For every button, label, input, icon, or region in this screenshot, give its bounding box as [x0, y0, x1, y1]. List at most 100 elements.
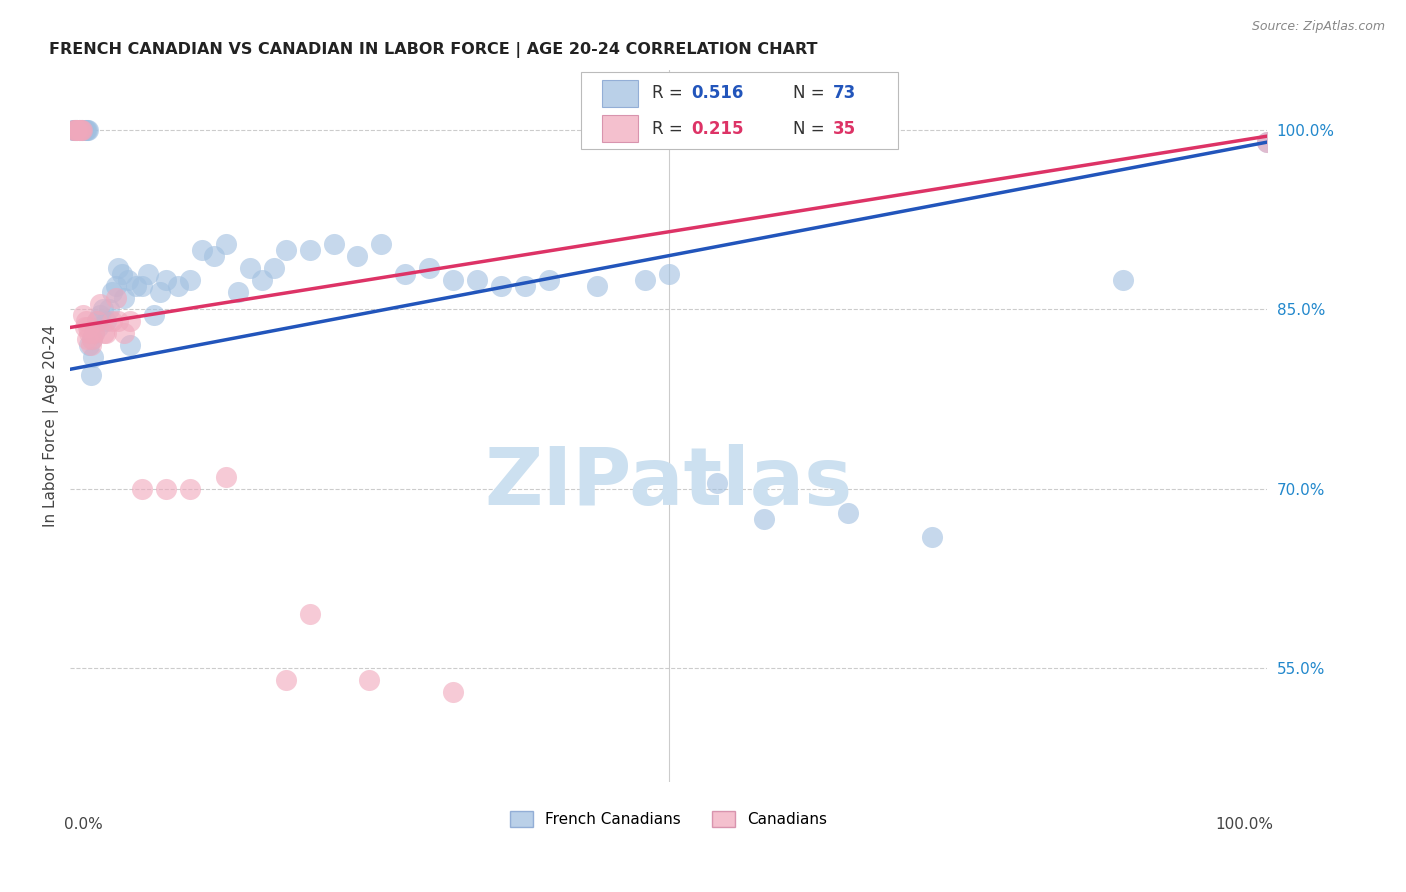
- Point: [89, 309, 111, 323]
- Point: [441, 685, 464, 699]
- Point: [465, 272, 488, 286]
- Point: [274, 243, 297, 257]
- Point: [359, 673, 381, 687]
- Point: [75, 123, 97, 137]
- Point: [77, 123, 100, 137]
- Point: [89, 296, 111, 310]
- Point: [179, 482, 201, 496]
- Point: [155, 482, 177, 496]
- Point: [1256, 135, 1278, 149]
- Point: [65, 123, 87, 137]
- Point: [1256, 135, 1278, 149]
- Point: [111, 267, 134, 281]
- Point: [149, 285, 172, 299]
- Point: [167, 278, 190, 293]
- Point: [120, 314, 142, 328]
- Point: [131, 482, 153, 496]
- Point: [921, 530, 943, 544]
- Point: [754, 511, 776, 525]
- Point: [70, 123, 93, 137]
- Point: [91, 302, 114, 317]
- Text: ZIPatlas: ZIPatlas: [485, 444, 853, 522]
- Point: [67, 123, 90, 137]
- Point: [69, 123, 91, 137]
- Point: [76, 332, 98, 346]
- FancyBboxPatch shape: [581, 72, 898, 149]
- Point: [125, 278, 148, 293]
- Point: [77, 320, 100, 334]
- Text: 0.215: 0.215: [692, 120, 744, 137]
- Point: [70, 123, 93, 137]
- Text: 0.516: 0.516: [692, 84, 744, 103]
- FancyBboxPatch shape: [602, 115, 637, 142]
- Point: [658, 267, 681, 281]
- Point: [298, 607, 321, 622]
- Text: FRENCH CANADIAN VS CANADIAN IN LABOR FORCE | AGE 20-24 CORRELATION CHART: FRENCH CANADIAN VS CANADIAN IN LABOR FOR…: [49, 42, 817, 58]
- Text: 100.0%: 100.0%: [1215, 817, 1272, 832]
- Point: [69, 123, 91, 137]
- Point: [70, 123, 93, 137]
- Point: [370, 236, 392, 251]
- Point: [82, 351, 104, 365]
- Point: [94, 326, 117, 341]
- Point: [97, 302, 120, 317]
- Point: [70, 123, 93, 137]
- Point: [93, 326, 115, 341]
- Point: [63, 123, 86, 137]
- Point: [239, 260, 262, 275]
- Point: [215, 470, 238, 484]
- Point: [86, 314, 108, 328]
- Point: [107, 314, 129, 328]
- Point: [63, 123, 86, 137]
- Point: [202, 249, 225, 263]
- Point: [215, 236, 238, 251]
- Point: [104, 278, 127, 293]
- Point: [94, 314, 117, 328]
- Point: [67, 123, 90, 137]
- Point: [274, 673, 297, 687]
- Point: [76, 123, 98, 137]
- Point: [112, 326, 135, 341]
- Point: [131, 278, 153, 293]
- Point: [322, 236, 344, 251]
- Point: [250, 272, 273, 286]
- Text: N =: N =: [793, 84, 830, 103]
- Text: Source: ZipAtlas.com: Source: ZipAtlas.com: [1251, 20, 1385, 33]
- Point: [79, 326, 101, 341]
- Point: [86, 314, 108, 328]
- Text: N =: N =: [793, 120, 830, 137]
- Point: [585, 278, 607, 293]
- Point: [66, 123, 89, 137]
- FancyBboxPatch shape: [602, 79, 637, 107]
- Point: [191, 243, 214, 257]
- Point: [79, 338, 101, 352]
- Point: [143, 309, 166, 323]
- Point: [418, 260, 440, 275]
- Point: [263, 260, 285, 275]
- Point: [441, 272, 464, 286]
- Point: [226, 285, 249, 299]
- Legend: French Canadians, Canadians: French Canadians, Canadians: [503, 803, 835, 835]
- Point: [537, 272, 560, 286]
- Point: [179, 272, 201, 286]
- Text: R =: R =: [652, 84, 688, 103]
- Point: [80, 332, 103, 346]
- Point: [101, 314, 124, 328]
- Point: [80, 332, 103, 346]
- Text: 73: 73: [832, 84, 856, 103]
- Point: [346, 249, 368, 263]
- Point: [62, 123, 84, 137]
- Point: [73, 123, 96, 137]
- Point: [66, 123, 89, 137]
- Point: [1112, 272, 1135, 286]
- Point: [120, 338, 142, 352]
- Point: [155, 272, 177, 286]
- Point: [67, 123, 90, 137]
- Point: [513, 278, 536, 293]
- Point: [83, 326, 105, 341]
- Point: [298, 243, 321, 257]
- Point: [104, 291, 127, 305]
- Point: [837, 506, 859, 520]
- Text: R =: R =: [652, 120, 688, 137]
- Point: [107, 260, 129, 275]
